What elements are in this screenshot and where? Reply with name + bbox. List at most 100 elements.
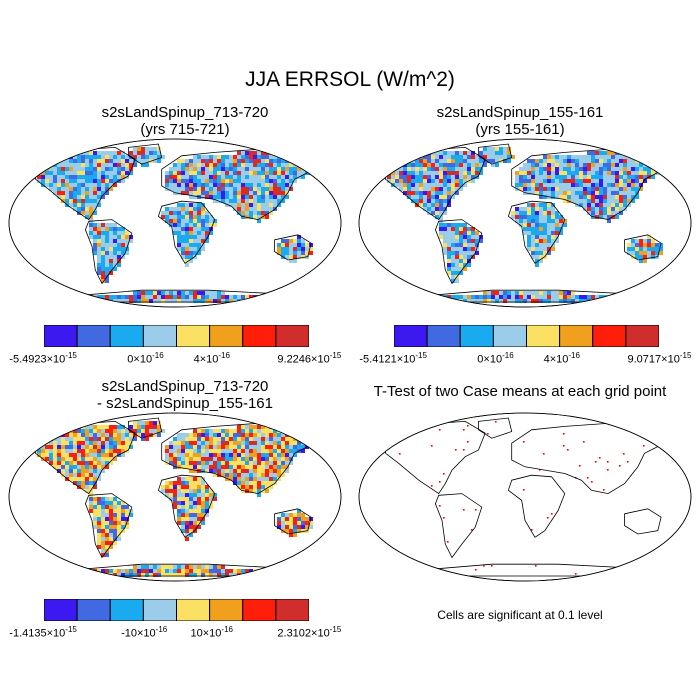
- grid-cell: [69, 191, 73, 195]
- grid-cell: [97, 457, 101, 461]
- grid-cell: [249, 207, 253, 211]
- grid-cell: [189, 235, 193, 239]
- grid-cell: [205, 191, 209, 195]
- grid-cell: [623, 163, 627, 167]
- grid-cell: [257, 175, 261, 179]
- grid-cell: [233, 199, 237, 203]
- grid-cell: [277, 247, 281, 251]
- grid-cell: [615, 199, 619, 203]
- grid-cell: [543, 227, 547, 231]
- grid-cell: [631, 191, 635, 195]
- grid-cell: [117, 573, 121, 577]
- grid-cell: [89, 473, 93, 477]
- grid-cell: [185, 433, 189, 437]
- grid-cell: [555, 155, 559, 159]
- grid-cell: [531, 295, 535, 299]
- grid-cell: [45, 171, 49, 175]
- grid-cell: [129, 433, 133, 437]
- grid-cell: [193, 441, 197, 445]
- grid-cell: [241, 465, 245, 469]
- grid-cell: [559, 183, 563, 187]
- grid-cell: [205, 441, 209, 445]
- grid-cell: [225, 437, 229, 441]
- grid-cell: [265, 191, 269, 195]
- grid-cell: [177, 569, 181, 573]
- grid-cell: [125, 171, 129, 175]
- grid-cell: [391, 179, 395, 183]
- grid-cell: [225, 473, 229, 477]
- grid-cell: [97, 163, 101, 167]
- grid-cell: [607, 219, 611, 223]
- grid-cell: [213, 573, 217, 577]
- grid-cell: [285, 517, 289, 521]
- significant-cell: [523, 489, 525, 491]
- significant-cell: [471, 529, 473, 531]
- grid-cell: [471, 179, 475, 183]
- grid-cell: [125, 239, 129, 243]
- map-outline: [358, 412, 692, 582]
- grid-cell: [101, 231, 105, 235]
- grid-cell: [527, 223, 531, 227]
- grid-cell: [559, 299, 563, 303]
- grid-cell: [73, 191, 77, 195]
- grid-cell: [595, 195, 599, 199]
- grid-cell: [603, 179, 607, 183]
- grid-cell: [273, 453, 277, 457]
- grid-cell: [639, 259, 643, 263]
- grid-cell: [85, 191, 89, 195]
- grid-cell: [411, 195, 415, 199]
- grid-cell: [121, 425, 125, 429]
- grid-cell: [591, 191, 595, 195]
- grid-cell: [89, 429, 93, 433]
- grid-cell: [439, 175, 443, 179]
- grid-cell: [563, 291, 567, 295]
- grid-cell: [555, 167, 559, 171]
- grid-cell: [109, 449, 113, 453]
- times-ten: ×10: [661, 353, 680, 366]
- grid-cell: [639, 163, 643, 167]
- grid-cell: [587, 151, 591, 155]
- grid-cell: [89, 167, 93, 171]
- grid-cell: [213, 493, 217, 497]
- grid-cell: [265, 159, 269, 163]
- grid-cell: [189, 493, 193, 497]
- grid-cell: [197, 509, 201, 513]
- grid-cell: [237, 441, 241, 445]
- grid-cell: [435, 163, 439, 167]
- grid-cell: [579, 159, 583, 163]
- grid-cell: [419, 191, 423, 195]
- grid-cell: [293, 445, 297, 449]
- grid-cell: [587, 203, 591, 207]
- grid-cell: [113, 441, 117, 445]
- grid-cell: [289, 461, 293, 465]
- grid-cell: [181, 219, 185, 223]
- grid-cell: [113, 445, 117, 449]
- grid-cell: [439, 235, 443, 239]
- grid-cell: [507, 295, 511, 299]
- grid-cell: [181, 215, 185, 219]
- grid-cell: [467, 255, 471, 259]
- grid-cell: [249, 445, 253, 449]
- grid-cell: [221, 291, 225, 295]
- grid-cell: [643, 239, 647, 243]
- grid-cell: [197, 203, 201, 207]
- grid-cell: [551, 183, 555, 187]
- grid-cell: [451, 255, 455, 259]
- grid-cell: [277, 525, 281, 529]
- colorbar-swatch: [176, 599, 211, 621]
- grid-cell: [205, 231, 209, 235]
- grid-cell: [177, 433, 181, 437]
- grid-cell: [81, 485, 85, 489]
- grid-cell: [455, 263, 459, 267]
- grid-cell: [221, 159, 225, 163]
- grid-cell: [419, 203, 423, 207]
- grid-cell: [535, 295, 539, 299]
- grid-cell: [591, 155, 595, 159]
- grid-cell: [181, 573, 185, 577]
- grid-cell: [289, 521, 293, 525]
- grid-cell: [101, 425, 105, 429]
- significant-cell: [463, 509, 465, 511]
- grid-cell: [293, 449, 297, 453]
- grid-cell: [563, 179, 567, 183]
- grid-cell: [273, 465, 277, 469]
